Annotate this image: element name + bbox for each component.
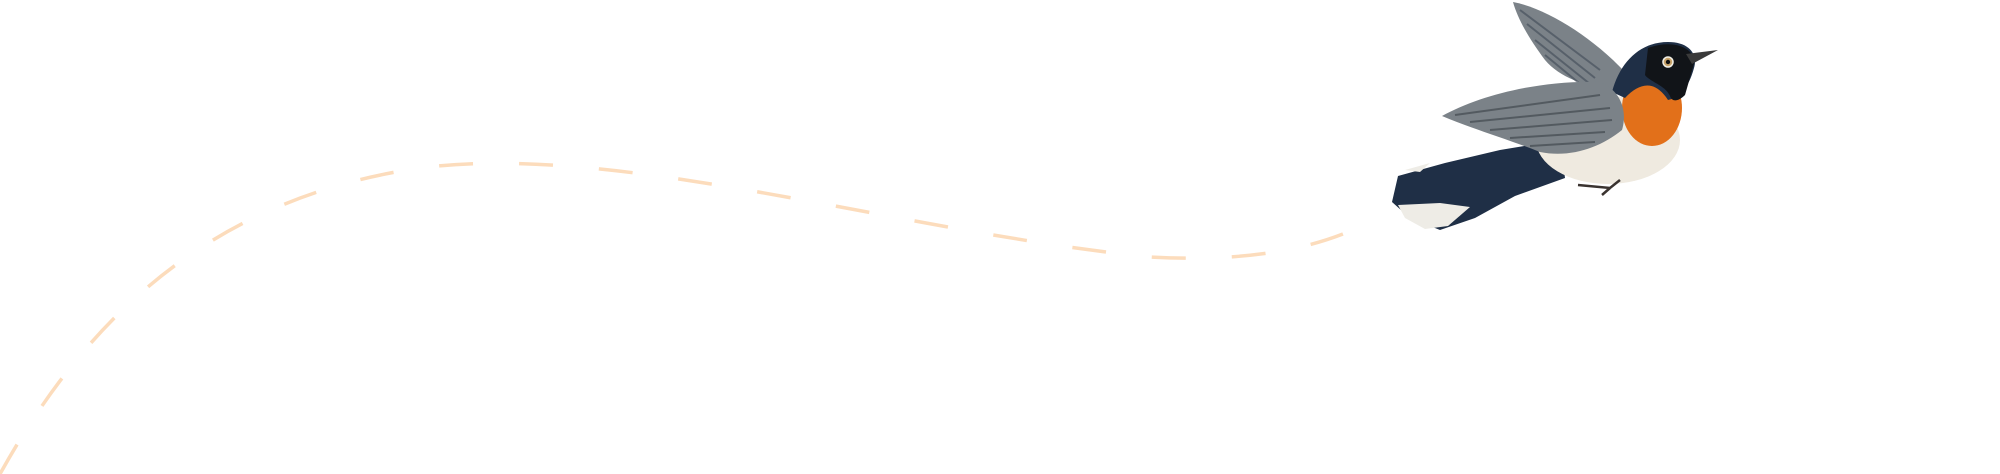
bird-illustration [1392, 2, 1718, 230]
bird-front-wing [1442, 81, 1624, 154]
bird-tail-tips [1398, 163, 1470, 229]
bird-mask [1645, 44, 1695, 101]
dashed-flight-path [0, 161, 1363, 474]
bird-legs [1577, 179, 1621, 196]
bird-beak [1686, 50, 1718, 64]
